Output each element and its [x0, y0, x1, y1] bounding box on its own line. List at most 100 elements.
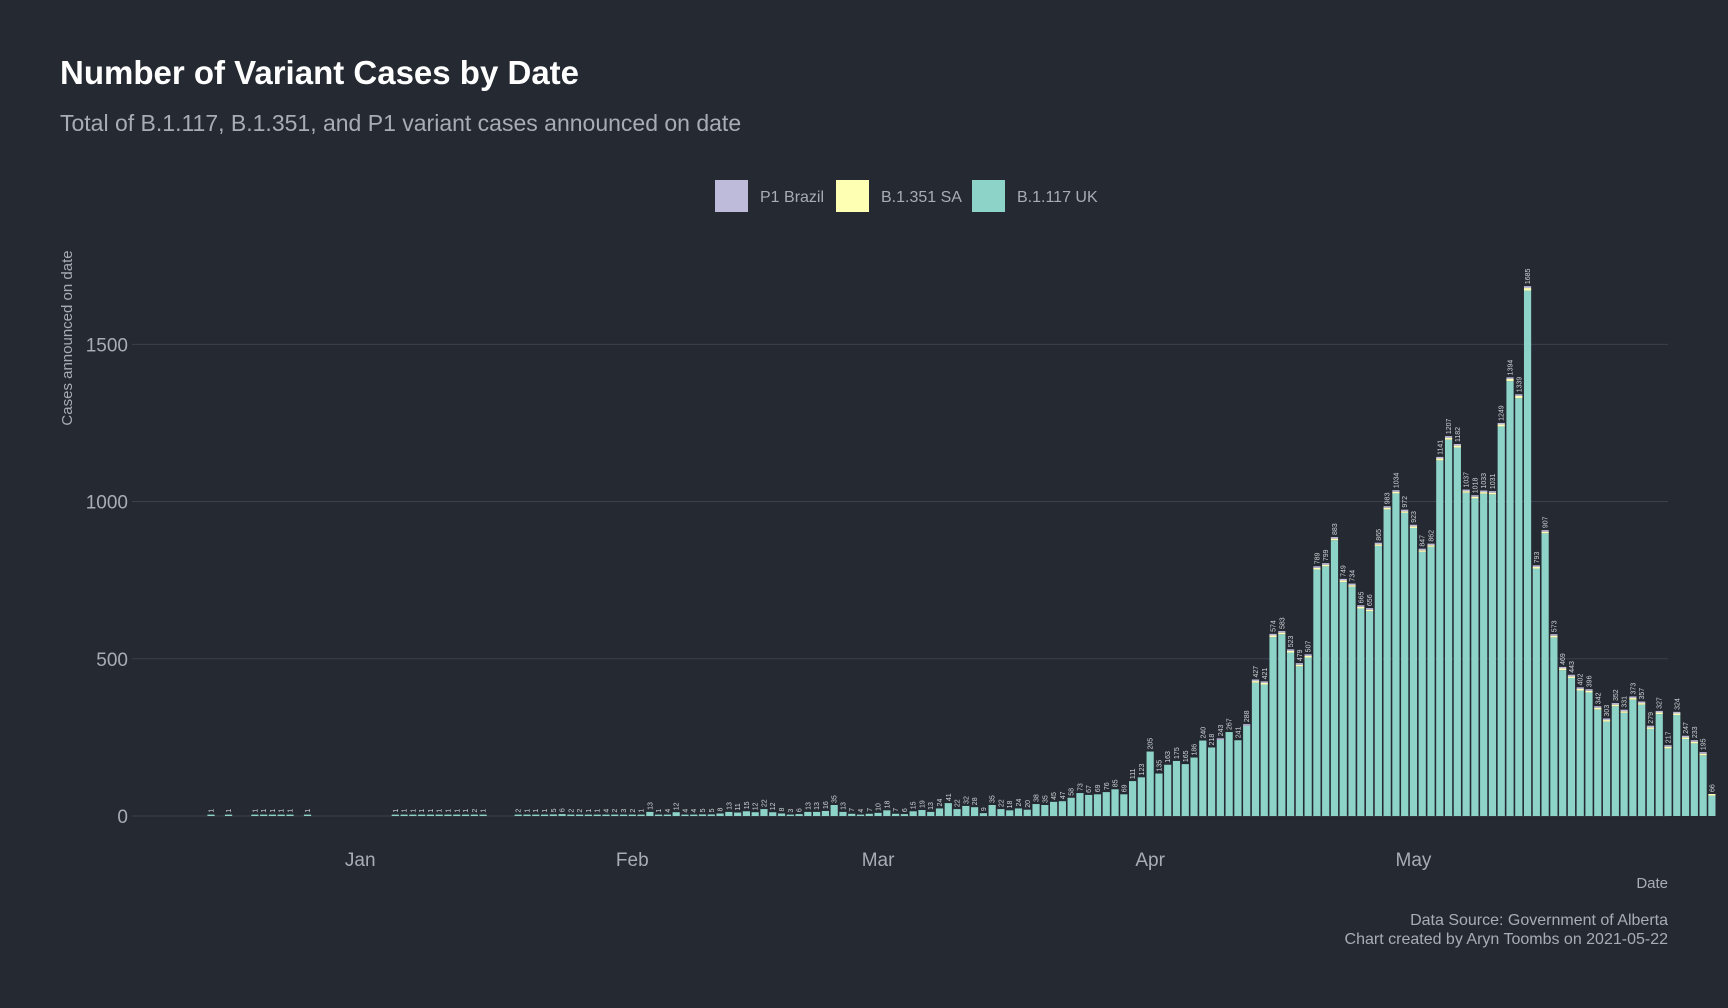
bar-label-2021-04-27: 865	[1376, 529, 1383, 541]
bar-segment-uk	[1058, 801, 1066, 816]
bar-2021-03-21	[1050, 801, 1058, 816]
bar-segment-uk	[1260, 684, 1268, 816]
bar-label-2021-02-28: 7	[867, 808, 874, 812]
bar-segment-p1	[1365, 608, 1374, 610]
bar-segment-uk	[1559, 670, 1567, 816]
bar-label-2021-01-11: 1	[445, 809, 452, 813]
bar-segment-p1	[1576, 687, 1584, 689]
bar-segment-uk	[391, 814, 399, 816]
bar-label-2021-03-16: 18	[1007, 800, 1014, 808]
y-axis-ticks: 0 500 1000 1500	[86, 335, 128, 828]
bar-2021-04-05	[1181, 764, 1189, 816]
bar-segment-uk	[1620, 712, 1628, 816]
bar-segment-uk	[1243, 725, 1251, 816]
bar-segment-sa	[1313, 567, 1321, 570]
bar-label-2021-05-30: 217	[1666, 731, 1673, 743]
bar-segment-uk	[698, 814, 707, 816]
bar-label-2020-12-26: 1	[305, 809, 312, 813]
bar-segment-sa	[1286, 650, 1295, 653]
bar-2021-03-20	[1041, 804, 1049, 816]
bar-segment-p1	[1532, 565, 1540, 567]
y-tick-label-0: 0	[117, 807, 128, 828]
bar-label-2021-02-24: 35	[832, 795, 839, 803]
bar-segment-sa	[1655, 712, 1663, 715]
bar-2021-06-03	[1699, 752, 1707, 816]
bar-segment-p1	[1471, 495, 1479, 497]
bar-segment-uk	[1708, 795, 1716, 816]
bar-2021-05-22	[1594, 706, 1602, 816]
bar-2021-01-31	[619, 814, 628, 816]
bar-segment-uk	[1339, 582, 1347, 816]
bar-segment-uk	[1681, 738, 1690, 816]
bar-label-2021-01-08: 1	[419, 809, 426, 813]
bar-label-2021-02-18: 8	[779, 807, 786, 811]
bar-label-2021-02-01: 2	[630, 809, 637, 813]
bar-label-2021-05-11: 1249	[1499, 405, 1506, 421]
bar-label-2021-04-19: 507	[1306, 641, 1313, 653]
bar-segment-p1	[1488, 491, 1497, 493]
bar-2020-12-15	[207, 814, 215, 816]
bar-label-2021-03-06: 19	[919, 800, 926, 808]
bar-2021-01-19	[514, 814, 522, 816]
bar-2021-05-07	[1462, 489, 1470, 816]
bar-2021-05-29	[1655, 710, 1663, 816]
bar-segment-p1	[1453, 443, 1461, 446]
bar-2021-05-10	[1488, 491, 1497, 816]
bar-segment-uk	[251, 814, 259, 816]
bar-2021-05-23	[1602, 718, 1611, 816]
bar-segment-uk	[1225, 732, 1233, 816]
bar-2021-04-09	[1216, 738, 1224, 816]
bar-segment-p1	[1357, 605, 1365, 607]
bar-label-2021-01-10: 1	[437, 809, 444, 813]
bar-segment-sa	[1374, 544, 1382, 546]
bar-label-2021-03-05: 15	[911, 801, 918, 809]
bar-segment-uk	[593, 814, 601, 816]
bar-segment-p1	[1664, 745, 1672, 747]
bar-segment-uk	[426, 814, 435, 816]
bar-2020-12-24	[286, 814, 294, 816]
bar-label-2021-04-21: 799	[1323, 549, 1330, 561]
bar-segment-uk	[435, 814, 443, 816]
bar-label-2021-01-20: 1	[524, 809, 531, 813]
chart-subtitle: Total of B.1.117, B.1.351, and P1 varian…	[60, 110, 741, 136]
bar-label-2021-03-11: 32	[963, 796, 970, 804]
bar-label-2021-05-10: 1031	[1490, 473, 1497, 489]
bar-segment-uk	[400, 814, 408, 816]
bar-2021-04-12	[1243, 724, 1251, 816]
bar-segment-uk	[953, 809, 961, 816]
bar-segment-uk	[1453, 447, 1461, 816]
bar-segment-uk	[856, 814, 865, 816]
bar-segment-p1	[1295, 663, 1303, 665]
bar-2021-04-23	[1339, 578, 1347, 816]
bar-segment-p1	[1541, 530, 1549, 532]
bar-2021-05-03	[1427, 543, 1435, 816]
legend: P1 Brazil B.1.351 SA B.1.117 UK	[715, 180, 1098, 212]
bar-label-2021-04-12: 288	[1244, 710, 1251, 722]
bar-2021-05-09	[1480, 490, 1488, 816]
bar-2021-01-11	[444, 814, 452, 816]
bar-segment-uk	[1673, 715, 1681, 816]
bar-label-2021-05-26: 373	[1630, 683, 1637, 695]
bar-segment-p1	[1681, 735, 1690, 738]
bar-2021-05-17	[1550, 634, 1558, 816]
bar-2021-02-04	[655, 814, 663, 816]
x-tick-label-may: May	[1396, 850, 1432, 871]
bar-2021-01-28	[593, 814, 601, 816]
bar-segment-p1	[1269, 633, 1277, 636]
bar-2021-03-05	[909, 811, 917, 816]
bar-label-2021-03-27: 76	[1104, 782, 1111, 790]
bar-segment-p1	[1462, 489, 1470, 492]
bar-segment-uk	[303, 814, 312, 816]
bar-segment-p1	[1567, 674, 1576, 677]
bar-segment-uk	[628, 814, 636, 816]
bar-segment-p1	[1611, 703, 1619, 705]
bar-2021-05-20	[1576, 687, 1584, 816]
bar-label-2021-01-19: 2	[516, 809, 523, 813]
bar-2021-03-17	[1014, 808, 1023, 816]
bar-label-2021-04-07: 240	[1200, 727, 1207, 739]
bar-segment-p1	[1374, 542, 1382, 545]
caption-credit: Chart created by Aryn Toombs on 2021-05-…	[1345, 931, 1669, 948]
bar-segment-p1	[1523, 286, 1532, 289]
bar-segment-sa	[1532, 566, 1540, 569]
bar-2021-02-13	[734, 812, 742, 816]
